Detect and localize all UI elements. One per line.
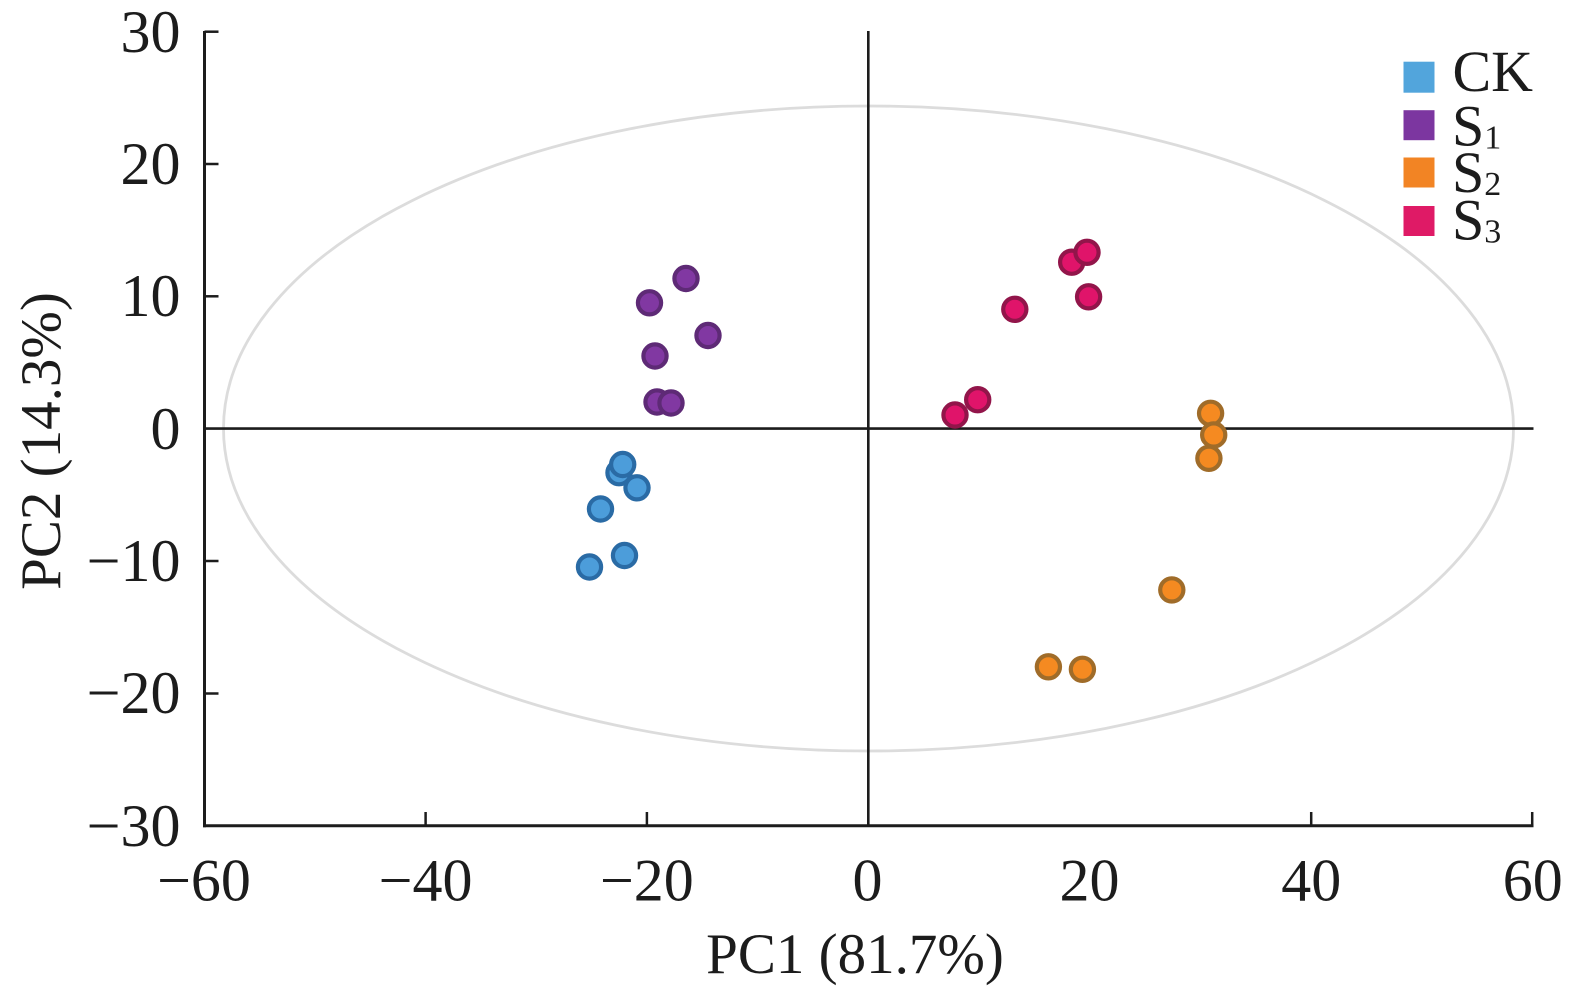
svg-text:−30: −30	[87, 793, 181, 859]
svg-text:20: 20	[121, 131, 181, 197]
svg-text:0: 0	[853, 848, 883, 914]
svg-text:PC2 (14.3%): PC2 (14.3%)	[10, 292, 73, 590]
svg-text:CK: CK	[1453, 39, 1534, 104]
svg-text:20: 20	[1060, 848, 1120, 914]
svg-text:PC1 (81.7%): PC1 (81.7%)	[706, 923, 1004, 986]
svg-text:60: 60	[1503, 848, 1563, 914]
svg-text:−20: −20	[87, 660, 181, 726]
svg-text:10: 10	[121, 263, 181, 329]
svg-text:40: 40	[1281, 848, 1341, 914]
svg-text:−10: −10	[87, 528, 181, 594]
svg-text:0: 0	[151, 396, 181, 462]
svg-text:−60: −60	[157, 848, 251, 914]
svg-text:30: 30	[121, 0, 181, 65]
svg-text:−40: −40	[379, 848, 473, 914]
svg-text:−20: −20	[600, 848, 694, 914]
